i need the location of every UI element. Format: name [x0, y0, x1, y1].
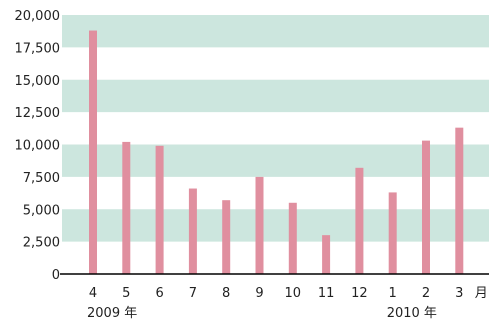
x-tick-label: 6 — [155, 286, 163, 301]
bar — [255, 176, 264, 274]
x-tick-label: 10 — [285, 286, 302, 301]
bar — [388, 192, 397, 274]
bar — [222, 200, 231, 274]
bar — [122, 141, 131, 274]
year-label: 2009 年 — [87, 306, 137, 321]
x-tick-label: 9 — [255, 286, 263, 301]
bar — [89, 30, 97, 274]
grid-band — [62, 209, 489, 242]
grid-band — [62, 15, 489, 48]
y-tick-label: 2,500 — [23, 236, 60, 251]
x-axis-tick-labels: 4 5 6 7 8 9 10 11 12 1 2 3 — [89, 286, 464, 301]
year-label: 2010 年 — [387, 306, 437, 321]
x-tick-label: 11 — [318, 286, 335, 301]
grid-band — [62, 79, 489, 113]
x-axis-unit-label: 月 — [475, 286, 488, 301]
grid-bands — [62, 15, 489, 242]
bar — [188, 188, 197, 274]
bar — [355, 167, 364, 274]
x-tick-label: 4 — [89, 286, 97, 301]
x-tick-label: 7 — [189, 286, 197, 301]
bar — [455, 127, 464, 274]
bars — [89, 30, 464, 274]
y-tick-label: 12,500 — [15, 106, 61, 121]
bar — [322, 235, 331, 274]
bar — [422, 140, 430, 274]
grid-band — [62, 144, 489, 177]
year-labels: 2009 年 2010 年 — [87, 306, 437, 321]
x-tick-label: 12 — [351, 286, 368, 301]
x-tick-label: 3 — [455, 286, 463, 301]
x-tick-label: 5 — [122, 286, 130, 301]
bar — [155, 145, 164, 274]
y-axis-tick-labels: 0 2,500 5,000 7,500 10,000 12,500 15,000 17,500… — [15, 9, 61, 283]
y-tick-label: 7,500 — [23, 171, 60, 186]
x-tick-label: 2 — [422, 286, 430, 301]
y-tick-label: 15,000 — [15, 74, 61, 89]
bar — [288, 202, 297, 274]
x-tick-label: 1 — [389, 286, 397, 301]
x-tick-label: 8 — [222, 286, 230, 301]
y-tick-label: 0 — [52, 268, 60, 283]
y-tick-label: 10,000 — [15, 139, 61, 154]
y-tick-label: 5,000 — [23, 203, 60, 218]
y-tick-label: 17,500 — [15, 41, 61, 56]
y-tick-label: 20,000 — [15, 9, 61, 24]
